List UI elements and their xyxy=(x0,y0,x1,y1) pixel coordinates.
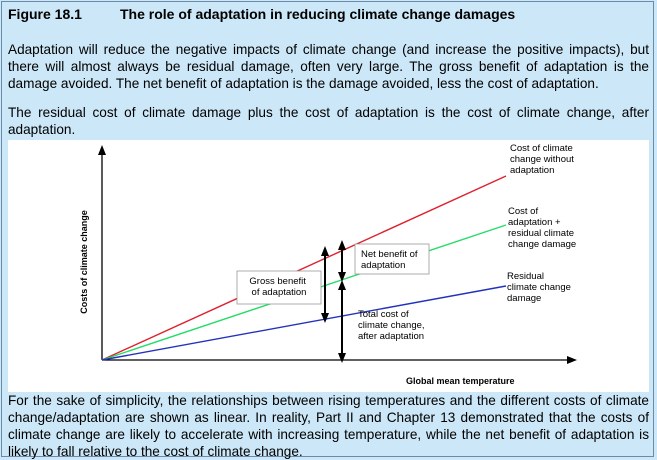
figure-title: Figure 18.1 The role of adaptation in red… xyxy=(8,6,515,22)
line-residual-damage xyxy=(101,285,507,361)
y-axis-label: Costs of climate change xyxy=(79,210,89,314)
label-cost-without-adaptation: Cost of climate change without adaptatio… xyxy=(510,143,577,176)
label-residual-damage: Residual climate change damage xyxy=(507,271,574,304)
net-benefit-label: Net benefit of adaptation xyxy=(361,249,420,271)
total-cost-label: Total cost of climate change, after adap… xyxy=(358,309,427,342)
net-benefit-box xyxy=(354,243,430,275)
residual-paragraph: The residual cost of climate damage plus… xyxy=(8,105,649,137)
gross-benefit-box xyxy=(236,270,322,305)
simplicity-note: For the sake of simplicity, the relation… xyxy=(8,393,649,459)
figure-number: Figure 18.1 xyxy=(8,6,82,22)
figure-heading: The role of adaptation in reducing clima… xyxy=(120,6,516,22)
x-axis-label: Global mean temperature xyxy=(406,376,515,386)
label-adaptation-plus-residual: Cost of adaptation + residual climate ch… xyxy=(508,206,577,250)
adaptation-diagram: Costs of climate change Cost of climate … xyxy=(79,143,577,386)
diagram-panel: Costs of climate change Cost of climate … xyxy=(8,140,649,392)
gross-benefit-label: Gross benefit of adaptation xyxy=(249,276,308,298)
intro-paragraph: Adaptation will reduce the negative impa… xyxy=(8,42,649,91)
line-cost-without-adaptation xyxy=(101,175,507,361)
